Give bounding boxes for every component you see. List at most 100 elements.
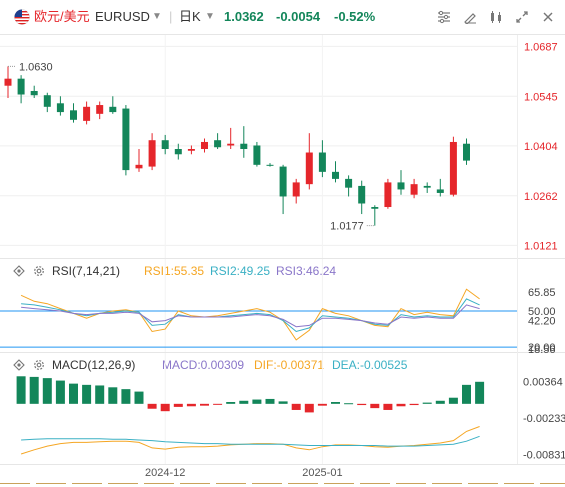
rsi-partial-tick-label: 20.00	[528, 342, 556, 354]
dea-line	[21, 435, 480, 447]
candle-body	[423, 185, 431, 188]
macd-histogram-bar	[29, 376, 39, 404]
fullscreen-button[interactable]	[511, 6, 533, 28]
macd-histogram-bar	[344, 403, 354, 405]
candle-body	[17, 78, 25, 95]
rsi3-value: RSI3:46.24	[276, 264, 337, 278]
indicator-icon	[438, 10, 450, 24]
macd-histogram-bar	[42, 378, 52, 404]
macd-histogram-bar	[331, 402, 340, 404]
candle-body	[371, 207, 379, 209]
macd-eye-icon[interactable]	[13, 359, 25, 371]
price-tick-label: 1.0121	[524, 240, 558, 252]
low-label: 1.0177	[330, 221, 364, 233]
macd-histogram-bar	[383, 403, 393, 410]
price-tick-label: 1.0262	[524, 191, 558, 203]
flag-icon	[14, 9, 30, 25]
candle-body	[279, 166, 287, 197]
macd-histogram-bar	[55, 380, 65, 404]
candle-body	[436, 189, 444, 193]
candle-body	[253, 145, 261, 165]
macd-histogram-bar	[16, 376, 26, 404]
candle-body	[43, 95, 51, 107]
macd-histogram-bar	[239, 400, 249, 404]
rsi-tick-label: 18.56	[528, 344, 556, 356]
candle-body	[4, 78, 12, 86]
dea-value: DEA:-0.00525	[332, 358, 408, 372]
macd-histogram-bar	[475, 381, 485, 404]
draw-icon	[464, 13, 476, 24]
candle-body	[201, 141, 208, 149]
macd-histogram-bar	[69, 383, 78, 404]
candle-body	[161, 140, 169, 149]
price-change: -0.0054	[276, 9, 321, 24]
fullscreen-icon	[516, 11, 528, 23]
rsi-tick-label: 50.00	[528, 306, 556, 318]
gear-icon[interactable]	[33, 265, 45, 277]
last-price: 1.0362	[224, 9, 264, 24]
candle-body	[96, 105, 104, 114]
candle-body	[214, 140, 222, 148]
rsi-title: RSI(7,14,21)	[52, 264, 121, 278]
header-bar: 欧元/美元 EURUSD ▼ | 日K ▼ 1.0362 -0.0054 -0.…	[0, 0, 565, 34]
candle-body	[410, 184, 418, 195]
rsi3-line	[21, 304, 480, 328]
macd-histogram-bar	[448, 397, 458, 404]
chevron-down-icon[interactable]: ▼	[152, 11, 162, 22]
macd-histogram-bar	[173, 403, 183, 407]
candle-body	[305, 152, 313, 185]
symbol-selector[interactable]: EURUSD	[95, 9, 150, 24]
period-selector[interactable]: 日K	[179, 9, 201, 24]
high-label: 1.0630	[19, 61, 53, 73]
candle-body	[266, 164, 274, 166]
candle-body	[345, 178, 353, 188]
divider: |	[169, 9, 173, 24]
time-axis-label: 2025-01	[302, 467, 342, 479]
candle-body	[463, 143, 470, 161]
candle-body	[30, 90, 38, 96]
period-chevron-icon[interactable]: ▼	[205, 11, 215, 22]
candle-body	[449, 141, 457, 195]
candle-body	[109, 106, 117, 113]
macd-histogram-bar	[304, 403, 314, 413]
candle-body	[83, 106, 91, 121]
price-tick-label: 1.0404	[524, 141, 558, 153]
macd-gear-icon[interactable]	[33, 359, 45, 371]
macd-histogram-bar	[357, 403, 367, 406]
candle-body	[56, 103, 64, 113]
macd-histogram-bar	[265, 398, 275, 404]
macd-histogram-bar	[160, 403, 170, 412]
macd-histogram-bar	[252, 399, 262, 404]
macd-histogram-bar	[226, 402, 236, 404]
rsi1-value: RSI1:55.35	[144, 264, 205, 278]
candle-body	[332, 171, 339, 179]
candle-body	[358, 185, 366, 204]
macd-value: MACD:0.00309	[162, 358, 245, 372]
time-axis-label: 2024-12	[145, 467, 185, 479]
macd-histogram-bar	[108, 387, 118, 404]
price-tick-label: 1.0545	[524, 91, 558, 103]
indicator-button[interactable]	[433, 6, 455, 28]
candle-body	[292, 182, 300, 197]
candle-body	[318, 152, 326, 172]
eye-icon[interactable]	[13, 265, 25, 277]
macd-histogram-bar	[278, 401, 288, 404]
candle-body	[187, 149, 195, 151]
candle-body	[148, 140, 156, 167]
close-button[interactable]	[537, 6, 559, 28]
macd-histogram-bar	[82, 384, 92, 404]
candle-body	[135, 164, 143, 169]
macd-histogram-bar	[200, 403, 209, 406]
draw-button[interactable]	[459, 6, 481, 28]
candle-body	[70, 110, 77, 120]
macd-histogram-bar	[317, 403, 327, 406]
rsi2-value: RSI2:49.25	[210, 264, 271, 278]
macd-histogram-bar	[370, 403, 380, 409]
candle-body	[122, 108, 130, 171]
candle-body	[397, 182, 405, 190]
macd-histogram-bar	[396, 403, 406, 407]
compare-button[interactable]	[485, 6, 507, 28]
rsi-tick-label: 65.85	[528, 287, 556, 299]
